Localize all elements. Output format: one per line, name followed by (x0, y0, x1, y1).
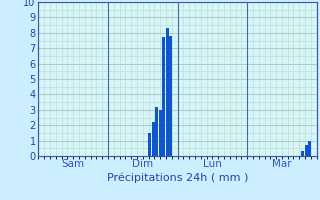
Bar (166, 28, 169, 156)
Bar (159, 110, 162, 156)
Bar (305, 145, 308, 156)
Bar (308, 141, 311, 156)
Bar (155, 107, 158, 156)
Bar (148, 133, 151, 156)
X-axis label: Précipitations 24h ( mm ): Précipitations 24h ( mm ) (107, 173, 248, 183)
Bar (169, 36, 172, 156)
Bar (152, 122, 155, 156)
Bar (162, 37, 165, 156)
Bar (301, 151, 304, 156)
